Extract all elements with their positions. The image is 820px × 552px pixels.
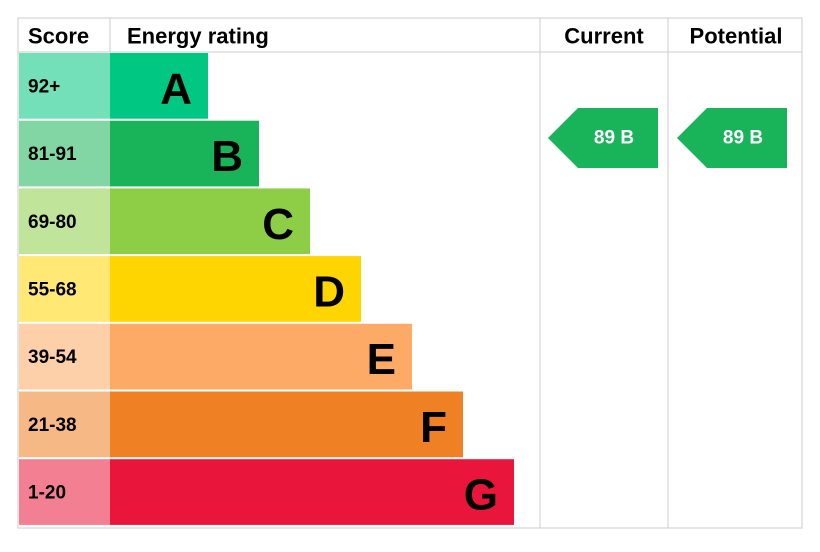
potential-label: 89 B [723,128,763,149]
score-cell [19,459,110,525]
header-potential: Potential [690,24,783,49]
rating-letter: E [367,335,396,384]
rating-bar [110,188,310,255]
score-cell [19,323,110,390]
potential-arrow [677,108,787,168]
score-label: 69-80 [28,212,77,233]
current-arrow [548,108,658,168]
rating-bar [110,120,259,187]
score-label: 1-20 [28,483,66,504]
header-rating: Energy rating [127,24,269,49]
current-label: 89 B [594,128,634,149]
score-cell [19,188,110,255]
rating-bar [110,53,208,119]
header-score: Score [28,24,89,49]
score-cell [19,53,110,119]
rating-letter: B [211,132,243,181]
rating-letter: C [262,200,294,249]
rating-letter: A [160,64,192,113]
rating-letter: D [313,267,345,316]
rating-letter: G [464,471,498,520]
header-current: Current [564,24,644,49]
score-label: 92+ [28,76,60,97]
score-label: 81-91 [28,144,77,165]
score-label: 21-38 [28,415,77,436]
rating-bar [110,323,412,390]
score-label: 55-68 [28,279,77,300]
rating-bar [110,256,361,322]
score-cell [19,256,110,322]
score-label: 39-54 [28,347,77,368]
score-cell [19,120,110,187]
score-cell [19,391,110,458]
rating-bar [110,459,514,525]
rating-letter: F [420,403,447,452]
rating-bar [110,391,463,458]
